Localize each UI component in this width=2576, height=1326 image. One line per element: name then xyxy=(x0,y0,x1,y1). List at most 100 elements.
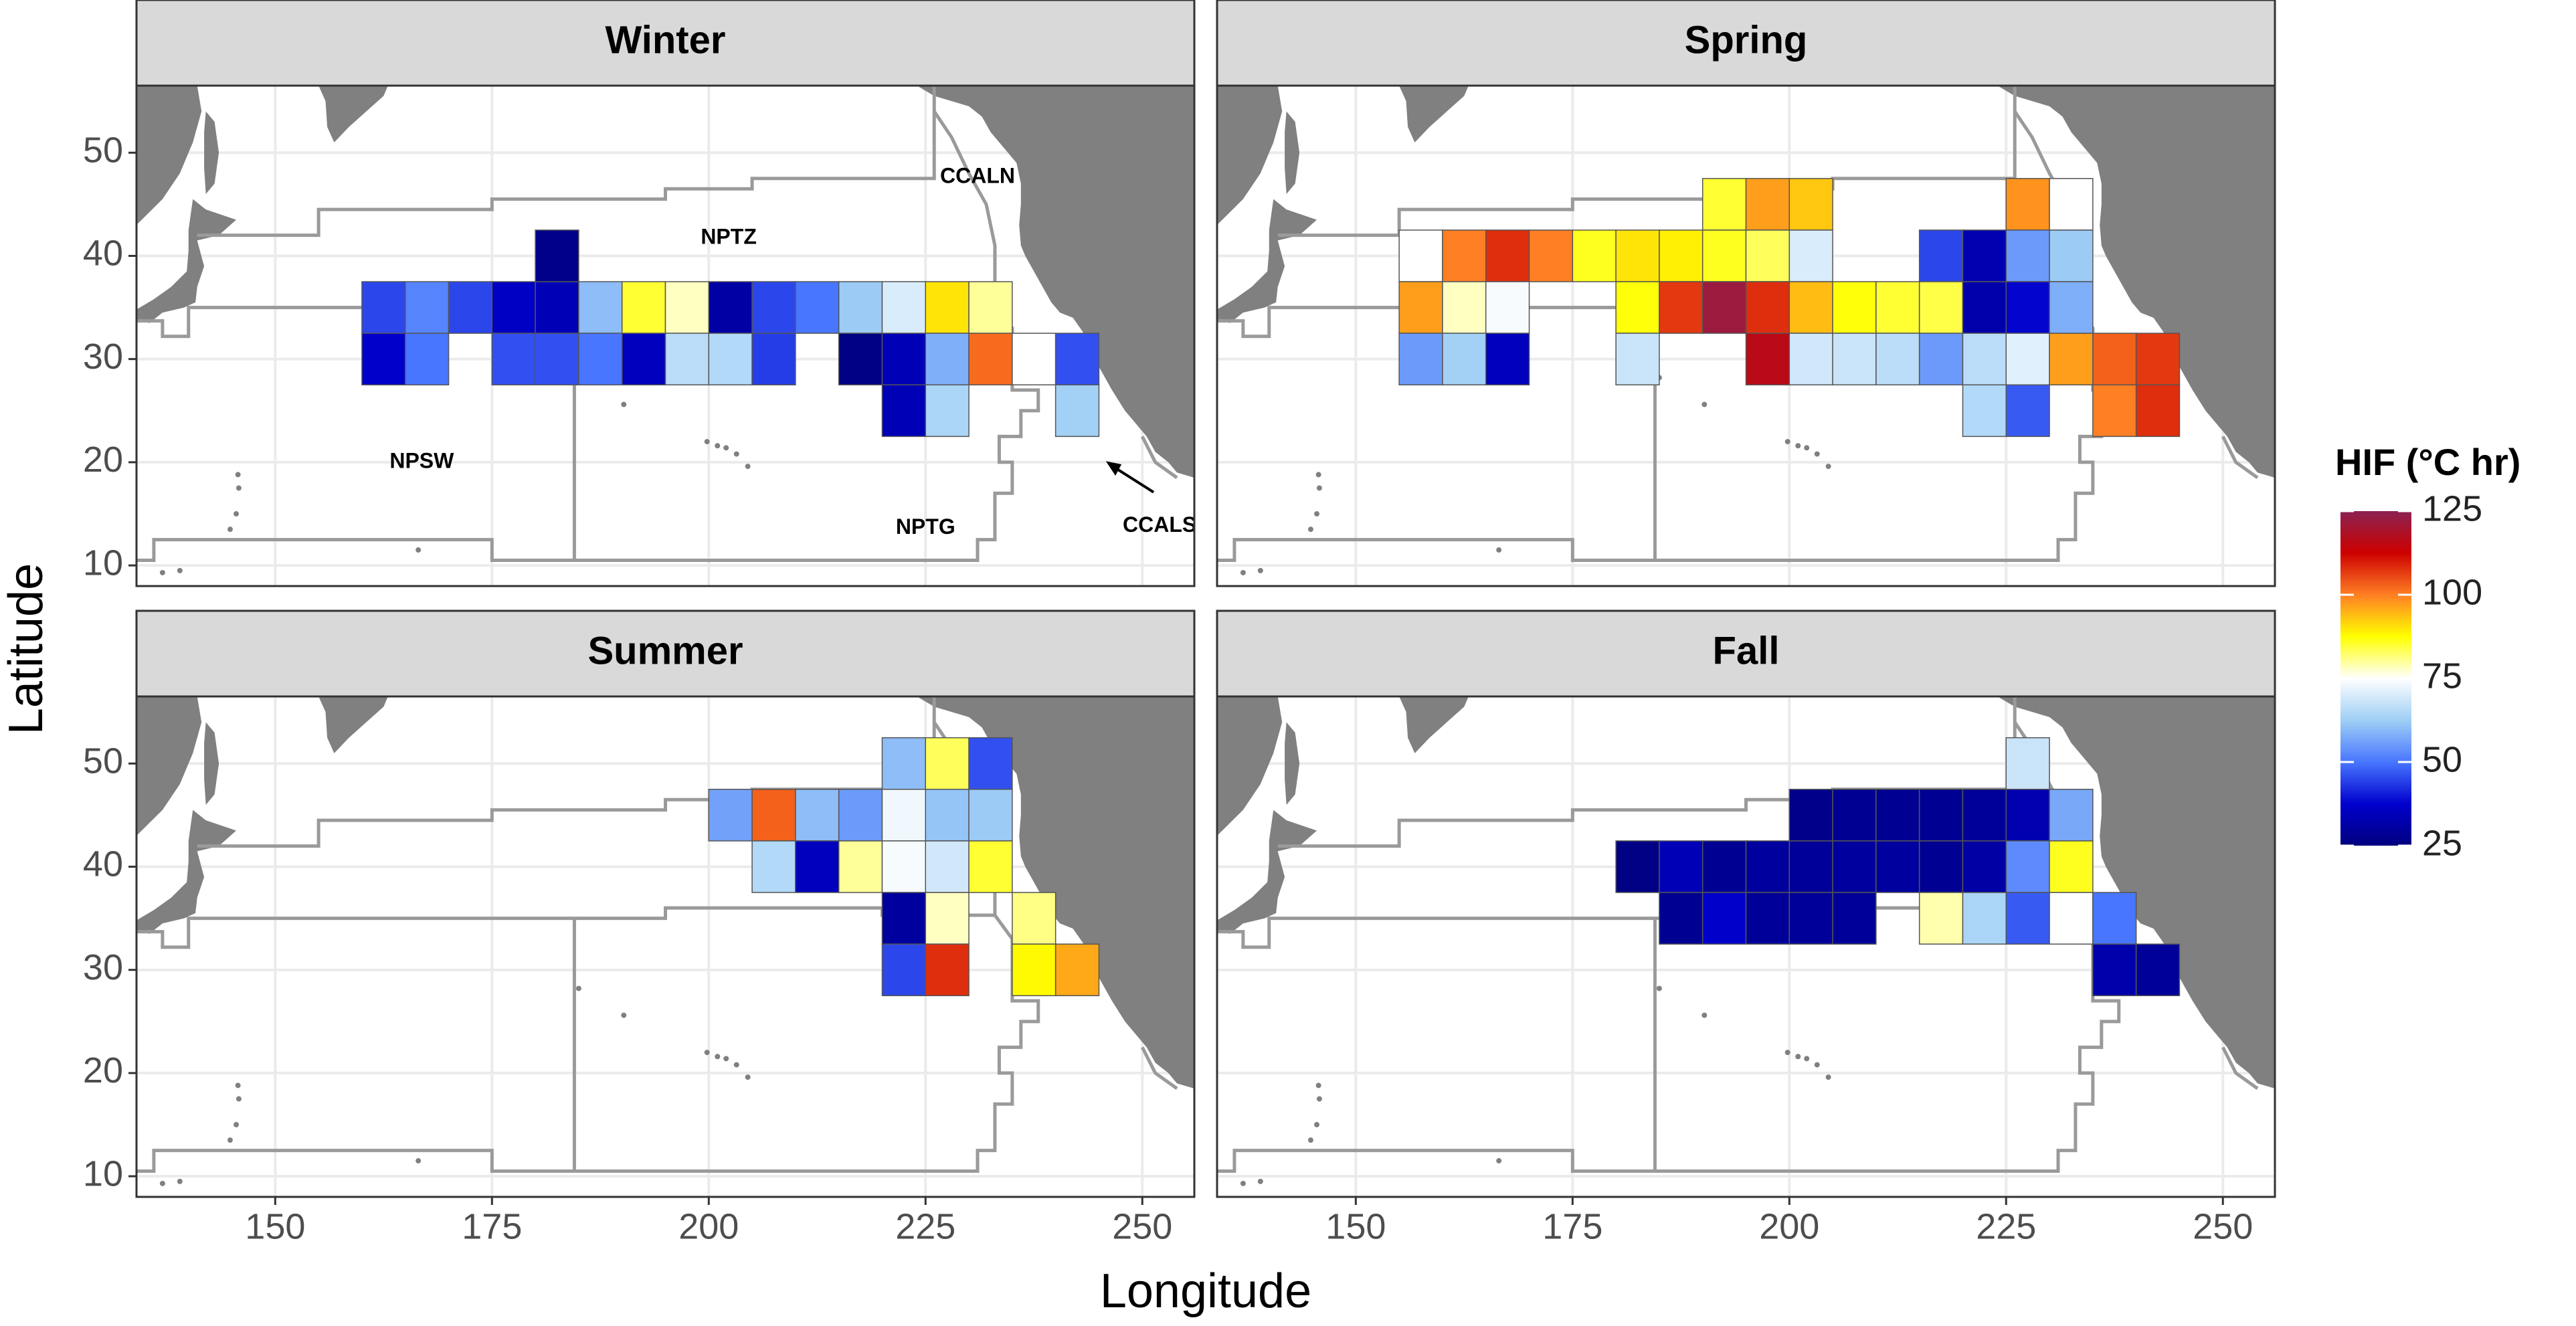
cell xyxy=(795,281,840,334)
cell xyxy=(1701,840,1747,893)
cell xyxy=(2005,384,2050,438)
x-tick-label: 200 xyxy=(1759,1206,1819,1246)
cell xyxy=(2092,943,2137,997)
land xyxy=(1217,86,1283,225)
cell xyxy=(1962,384,2007,438)
strip xyxy=(135,0,1196,87)
cell xyxy=(925,333,970,386)
y-tick-label: 30 xyxy=(83,947,123,987)
land xyxy=(1217,810,1317,934)
island xyxy=(1315,1082,1321,1088)
cell xyxy=(1485,229,1530,282)
cell xyxy=(1054,943,1100,997)
cell xyxy=(1572,229,1617,282)
cell xyxy=(491,281,536,334)
region-label: CCALS xyxy=(1123,512,1196,537)
y-tick-label: 20 xyxy=(83,1050,123,1091)
cell xyxy=(1788,281,1833,334)
island xyxy=(1784,439,1790,445)
cell xyxy=(1054,333,1100,386)
cell xyxy=(2092,333,2137,386)
cell xyxy=(1485,281,1530,334)
cell xyxy=(1962,840,2007,893)
strip xyxy=(1216,0,2276,87)
region-label: NPSW xyxy=(389,448,454,472)
cell xyxy=(1962,281,2007,334)
land xyxy=(136,810,237,934)
panel-title: Spring xyxy=(1685,18,1808,62)
island xyxy=(1257,1178,1263,1184)
cell xyxy=(968,840,1013,893)
cell xyxy=(968,281,1013,334)
cell xyxy=(1745,892,1790,945)
strip xyxy=(135,609,1196,698)
island xyxy=(715,443,721,449)
panel: Winter NPTZ CCALN NPSW NPTG CCALS 10 20 30 40 50 xyxy=(83,0,1196,587)
y-tick-label: 40 xyxy=(83,233,123,274)
panel-border xyxy=(1216,695,2276,1198)
cell xyxy=(881,333,927,386)
plot-content xyxy=(136,696,1194,1197)
panel: Spring xyxy=(1216,0,2276,587)
island xyxy=(1240,1180,1246,1186)
cell xyxy=(1962,229,2007,282)
cell xyxy=(2005,840,2050,893)
cell xyxy=(1918,229,1964,282)
y-tick-label: 10 xyxy=(83,543,123,583)
cell xyxy=(2135,333,2181,386)
cell xyxy=(404,333,450,386)
cell xyxy=(621,333,666,386)
colorbar-tick-label: 25 xyxy=(2422,823,2462,863)
cell xyxy=(881,737,927,790)
cell xyxy=(1962,789,2007,842)
island xyxy=(234,1122,240,1128)
cell xyxy=(1701,281,1747,334)
cell xyxy=(1918,281,1964,334)
island xyxy=(177,1178,183,1184)
cell xyxy=(404,281,450,334)
island xyxy=(745,1074,751,1080)
panel-title: Winter xyxy=(606,18,726,62)
plot-content xyxy=(1217,86,2275,586)
cell xyxy=(1745,281,1790,334)
island xyxy=(575,985,581,991)
cell xyxy=(925,840,970,893)
cell xyxy=(2135,384,2181,438)
panel-border xyxy=(135,695,1196,1198)
cell xyxy=(1701,178,1747,231)
cell xyxy=(1398,333,1443,386)
cell xyxy=(708,281,753,334)
region-label: NPTZ xyxy=(701,225,757,249)
island xyxy=(1315,472,1321,478)
cell xyxy=(1875,281,1920,334)
cell xyxy=(708,333,753,386)
panel-border xyxy=(1216,84,2276,587)
land xyxy=(1285,111,1300,194)
cell xyxy=(881,943,927,997)
cell xyxy=(578,281,623,334)
cell xyxy=(1832,840,1877,893)
cell xyxy=(361,333,406,386)
cell xyxy=(838,333,883,386)
island xyxy=(235,1082,241,1088)
cell xyxy=(881,384,927,438)
y-tick-label: 40 xyxy=(83,844,123,884)
cell xyxy=(1832,789,1877,842)
cell xyxy=(968,737,1013,790)
province-boundary xyxy=(136,110,1040,562)
cell xyxy=(2005,892,2050,945)
cell xyxy=(1918,333,1964,386)
land xyxy=(1399,696,1469,753)
cell xyxy=(1701,229,1747,282)
island xyxy=(177,567,183,573)
island xyxy=(1814,1062,1820,1068)
cell xyxy=(2049,892,2094,945)
island xyxy=(621,401,627,407)
island xyxy=(227,527,233,533)
cell xyxy=(2092,892,2137,945)
colorbar-tick-label: 75 xyxy=(2422,656,2462,696)
land xyxy=(136,86,202,225)
panel-title: Fall xyxy=(1713,629,1780,672)
land xyxy=(136,199,237,323)
island xyxy=(235,472,241,478)
